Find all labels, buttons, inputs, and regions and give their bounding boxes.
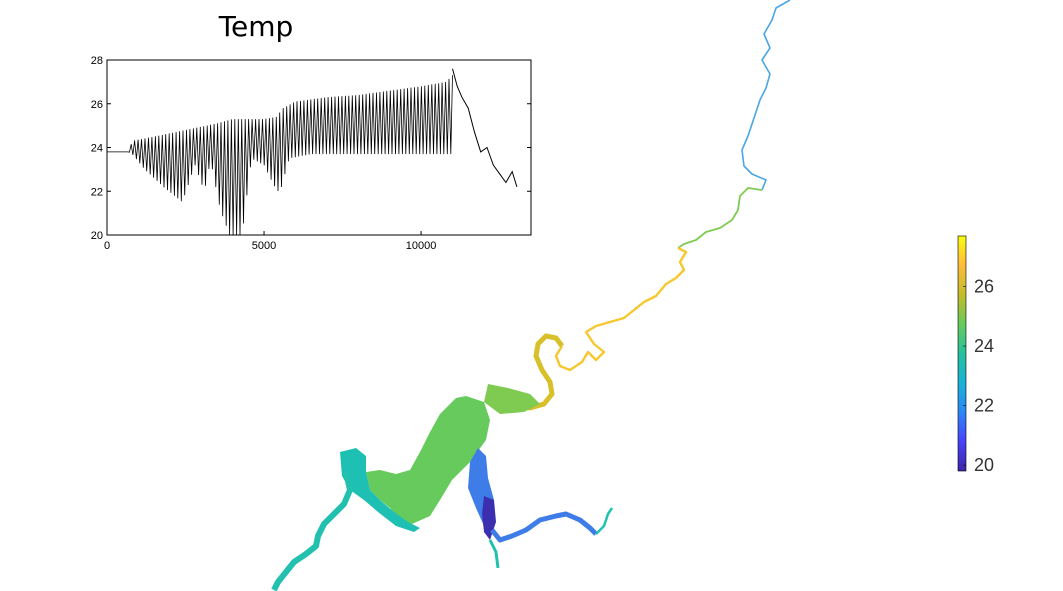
y-tick-label: 28	[91, 55, 103, 67]
temp-series-oscillation	[107, 75, 453, 236]
x-tick-label: 10000	[406, 240, 437, 252]
y-tick-label: 20	[91, 230, 103, 242]
inlet-deep	[482, 496, 496, 540]
colorbar-ticks: 20 22 24 26	[963, 277, 994, 475]
temp-series-smooth	[452, 68, 518, 188]
temp-timeseries-chart: Temp 0 5000 10000 20 22 24 26 28	[91, 10, 532, 252]
colorbar: 20 22 24 26	[957, 235, 994, 475]
southwest-channel	[271, 471, 353, 591]
x-tick-label: 5000	[252, 240, 276, 252]
estuary-temperature-map	[271, 0, 791, 591]
colorbar-tick-label: 24	[974, 336, 994, 356]
axis-ticks: 0 5000 10000 20 22 24 26 28	[91, 55, 531, 252]
main-bay-body	[366, 396, 490, 524]
river-bend	[511, 333, 564, 411]
chart-title: Temp	[218, 10, 294, 43]
upper-bay	[484, 384, 540, 414]
y-tick-label: 26	[91, 99, 103, 111]
y-tick-label: 24	[91, 143, 103, 155]
river-warm-segment	[554, 246, 688, 372]
colorbar-tick-label: 22	[974, 396, 994, 416]
y-tick-label: 22	[91, 186, 103, 198]
colorbar-gradient	[957, 235, 967, 472]
east-arm-tail	[595, 507, 614, 535]
colorbar-tick-label: 26	[974, 277, 994, 297]
x-tick-label: 0	[104, 240, 110, 252]
river-upstream-segment	[741, 0, 791, 191]
temp-series	[107, 68, 518, 236]
river-transition-segment	[677, 187, 763, 249]
east-arm-channel	[490, 511, 598, 543]
main-bay-west	[340, 448, 420, 532]
colorbar-tick-label: 20	[974, 455, 994, 475]
south-channel	[488, 539, 500, 569]
